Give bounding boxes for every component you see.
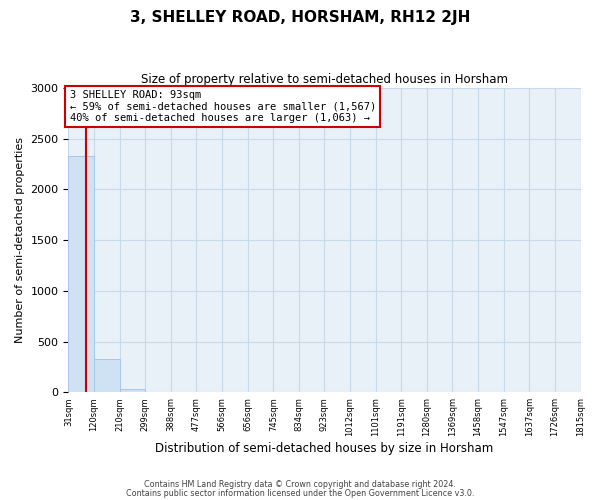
Title: Size of property relative to semi-detached houses in Horsham: Size of property relative to semi-detach… (141, 72, 508, 86)
Bar (120, 390, 145, 392)
Text: 3 SHELLEY ROAD: 93sqm
← 59% of semi-detached houses are smaller (1,567)
40% of s: 3 SHELLEY ROAD: 93sqm ← 59% of semi-deta… (70, 90, 376, 124)
Text: 3, SHELLEY ROAD, HORSHAM, RH12 2JH: 3, SHELLEY ROAD, HORSHAM, RH12 2JH (130, 10, 470, 25)
Bar (68, 156, 94, 392)
X-axis label: Distribution of semi-detached houses by size in Horsham: Distribution of semi-detached houses by … (155, 442, 494, 455)
Text: Contains public sector information licensed under the Open Government Licence v3: Contains public sector information licen… (126, 488, 474, 498)
Y-axis label: Number of semi-detached properties: Number of semi-detached properties (15, 137, 25, 343)
Text: Contains HM Land Registry data © Crown copyright and database right 2024.: Contains HM Land Registry data © Crown c… (144, 480, 456, 489)
Bar (94, 359, 120, 392)
